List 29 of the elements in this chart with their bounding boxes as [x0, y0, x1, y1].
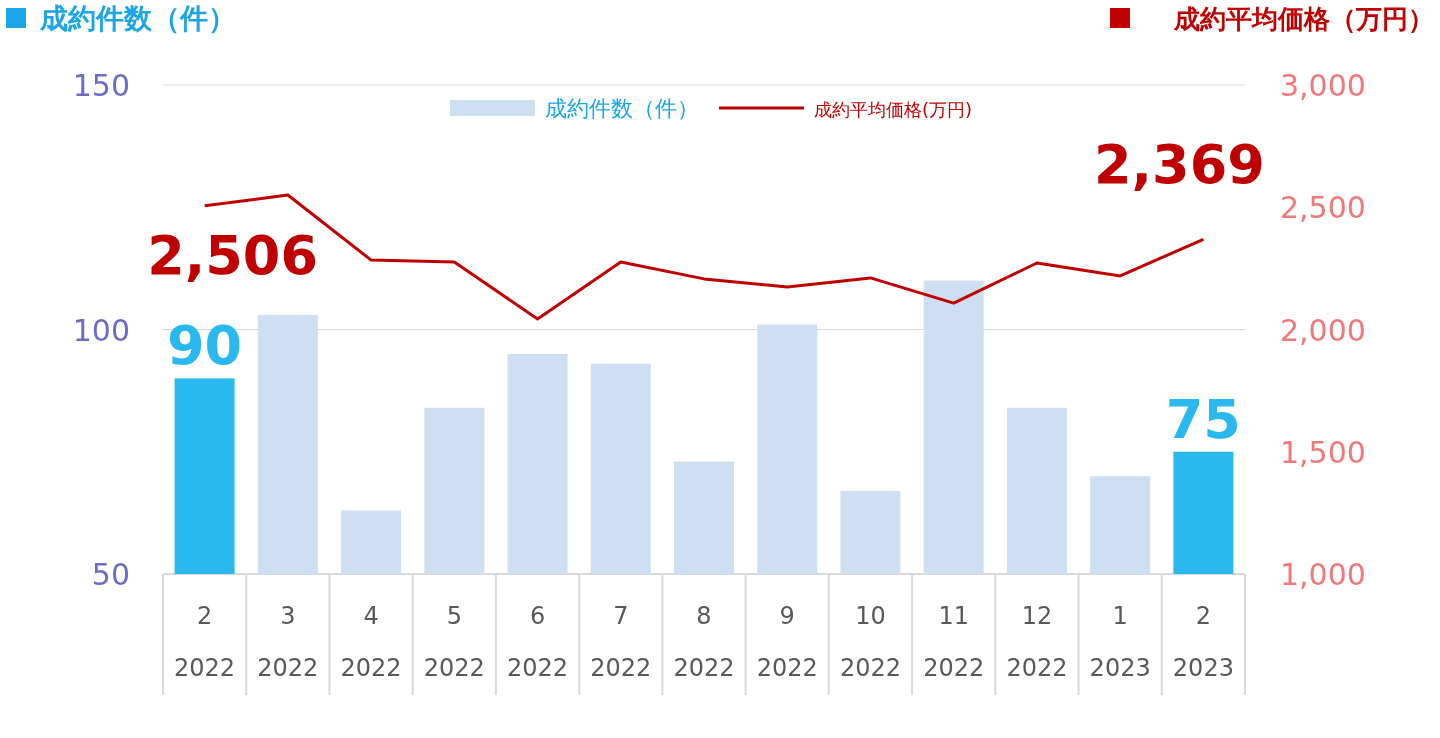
x-tick-label: 4 2022	[340, 602, 402, 682]
y2-tick-label: 3,000	[1280, 68, 1366, 103]
data-label: 2,506	[147, 223, 319, 287]
y2-tick-label: 2,500	[1280, 190, 1366, 226]
x-tick-label: 6 2022	[507, 602, 569, 682]
y2-tick-label: 2,000	[1280, 312, 1366, 348]
x-tick-label: 12 2022	[1006, 602, 1068, 682]
x-tick-label: 9 2022	[756, 602, 818, 682]
y2-axis-title: 成約平均価格（万円）	[1173, 4, 1434, 34]
y-tick-label: 150	[72, 68, 130, 103]
x-tick-label: 2 2022	[174, 602, 236, 682]
y2-tick-label: 1,500	[1280, 434, 1366, 470]
x-tick-label: 5 2022	[423, 602, 485, 682]
legend-label: 成約件数（件）	[545, 96, 699, 121]
x-tick-label: 2 2023	[1172, 602, 1234, 682]
x-tick-label: 8 2022	[673, 602, 735, 682]
x-tick-label: 11 2022	[923, 602, 985, 682]
x-tick-label: 7 2022	[590, 602, 652, 682]
x-tick-label: 1 2023	[1089, 602, 1151, 682]
y-tick-label: 100	[72, 312, 130, 348]
y2-tick-label: 1,000	[1280, 557, 1366, 592]
data-label: 75	[1165, 387, 1241, 451]
y-axis-title: 成約件数（件）	[39, 2, 236, 35]
y-tick-label: 50	[91, 557, 130, 592]
x-tick-label: 10 2022	[839, 602, 901, 682]
x-tick-label: 3 2022	[257, 602, 319, 682]
data-label: 2,369	[1093, 133, 1265, 197]
legend-label: 成約平均価格(万円)	[814, 99, 973, 120]
data-label: 90	[167, 314, 243, 378]
